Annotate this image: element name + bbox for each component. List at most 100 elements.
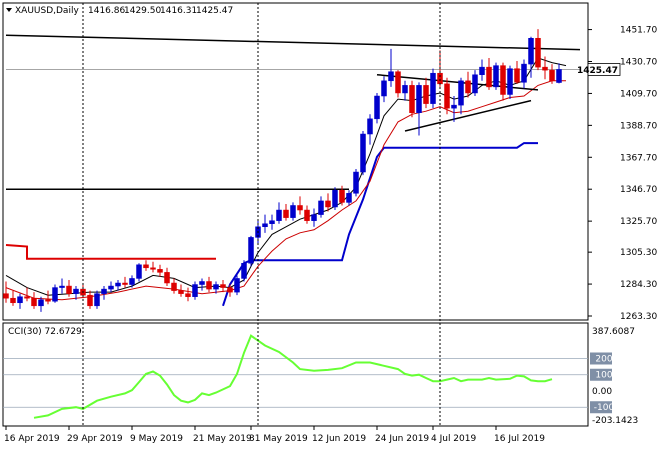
candle-body [31, 297, 37, 307]
last-price-label: 1425.47 [577, 66, 618, 76]
candle-body [451, 104, 457, 109]
slow-moving-average-line [5, 80, 566, 301]
candle-body [521, 63, 527, 83]
candle-body [213, 284, 219, 290]
candle-body [325, 200, 331, 208]
candle-body [556, 69, 562, 83]
candle-body [360, 133, 366, 173]
candle-body [430, 72, 436, 104]
time-axis-label: 16 Jul 2019 [494, 434, 545, 444]
candle-body [416, 85, 422, 113]
candle-body [444, 83, 450, 109]
candle-body [59, 285, 65, 288]
candle-body [339, 190, 345, 203]
cci-level-badge [590, 401, 612, 414]
candle-body [353, 171, 359, 194]
time-axis-label: 4 Jul 2019 [431, 434, 476, 444]
candle-body [157, 269, 163, 273]
collapse-triangle-icon [6, 8, 12, 12]
price-axis-label: 1367.70 [620, 153, 657, 163]
price-axis-label: 1430.70 [620, 58, 657, 68]
candle-body [178, 290, 184, 294]
ohlc-value: 1429.50 [124, 6, 161, 16]
candle-body [185, 293, 191, 297]
candle-body [248, 237, 254, 264]
time-axis-label: 29 Apr 2019 [67, 434, 123, 444]
candle-body [311, 214, 317, 221]
candle-body [234, 278, 240, 293]
candle-body [150, 267, 156, 270]
cci-panel: CCI(30) 72.6729 387.6087 200 100 0.00 -100 -20… [2, 322, 638, 427]
candle-body [507, 68, 513, 95]
candle-body [374, 95, 380, 120]
candle-body [465, 80, 471, 94]
cci-axis-label: 387.6087 [592, 327, 635, 337]
candle-body [66, 285, 72, 294]
candle-body [423, 85, 429, 104]
candle-body [52, 287, 58, 302]
red-stop-line [5, 244, 216, 260]
time-axis: 16 Apr 2019 29 Apr 2019 9 May 2019 21 May 2… [4, 426, 545, 444]
candle-body [332, 190, 338, 208]
candle-body [402, 85, 408, 94]
candle-body [241, 262, 247, 279]
candle-body [24, 296, 30, 299]
price-axis-label: 1325.70 [620, 217, 657, 227]
symbol-title: XAUUSD,Daily [15, 6, 79, 16]
candle-body [500, 65, 506, 95]
cci-level-label: 100 [595, 371, 612, 381]
price-panel-frame [2, 2, 589, 321]
candle-body [535, 37, 541, 68]
price-axis-label: 1284.30 [620, 280, 657, 290]
resistance-trendline [5, 34, 581, 51]
candle-body [108, 285, 114, 290]
candle-body [17, 296, 23, 304]
candle-body [227, 287, 233, 293]
time-axis-label: 31 May 2019 [249, 434, 308, 444]
candle-body [388, 71, 394, 82]
candle-body [3, 293, 9, 299]
candle-body [220, 284, 226, 288]
time-axis-label: 12 Jun 2019 [312, 434, 366, 444]
candle-body [129, 278, 135, 285]
price-axis-label: 1388.70 [620, 121, 657, 131]
cci-axis-label: 0.00 [592, 387, 612, 397]
candle-body [318, 200, 324, 215]
candle-body [94, 293, 100, 307]
time-axis-label: 16 Apr 2019 [4, 434, 60, 444]
candle-body [10, 297, 16, 304]
candle-body [45, 299, 51, 302]
candle-body [395, 71, 401, 94]
cci-axis-label: -203.1423 [592, 416, 638, 426]
candle-body [528, 37, 534, 65]
price-axis-label: 1451.70 [620, 26, 657, 36]
price-axis-label: 1263.30 [620, 312, 657, 322]
pennant-lower-line [404, 99, 532, 132]
ohlc-value: 1425.47 [196, 6, 233, 16]
cci-level-label: 200 [595, 354, 612, 364]
cci-title: CCI(30) 72.6729 [8, 327, 82, 337]
candle-body [493, 65, 499, 88]
candle-body [199, 281, 205, 285]
candle-body [171, 282, 177, 291]
time-axis-label: 21 May 2019 [193, 434, 252, 444]
candle-body [269, 220, 275, 224]
candle-body [486, 66, 492, 88]
candle-body [479, 66, 485, 75]
candle-body [136, 264, 142, 279]
candle-body [297, 205, 303, 211]
candle-body [101, 288, 107, 294]
time-axis-label: 9 May 2019 [130, 434, 183, 444]
candle-body [304, 209, 310, 221]
cci-level-label: -100 [594, 403, 615, 413]
candle-body [206, 281, 212, 290]
candle-body [38, 299, 44, 307]
candle-body [409, 85, 415, 113]
candle-body [192, 284, 198, 297]
candle-body [87, 294, 93, 307]
candle-body [262, 223, 268, 228]
candle-body [437, 72, 443, 85]
last-price-box [587, 63, 621, 76]
candle-body [346, 193, 352, 203]
candle-body [122, 282, 128, 285]
